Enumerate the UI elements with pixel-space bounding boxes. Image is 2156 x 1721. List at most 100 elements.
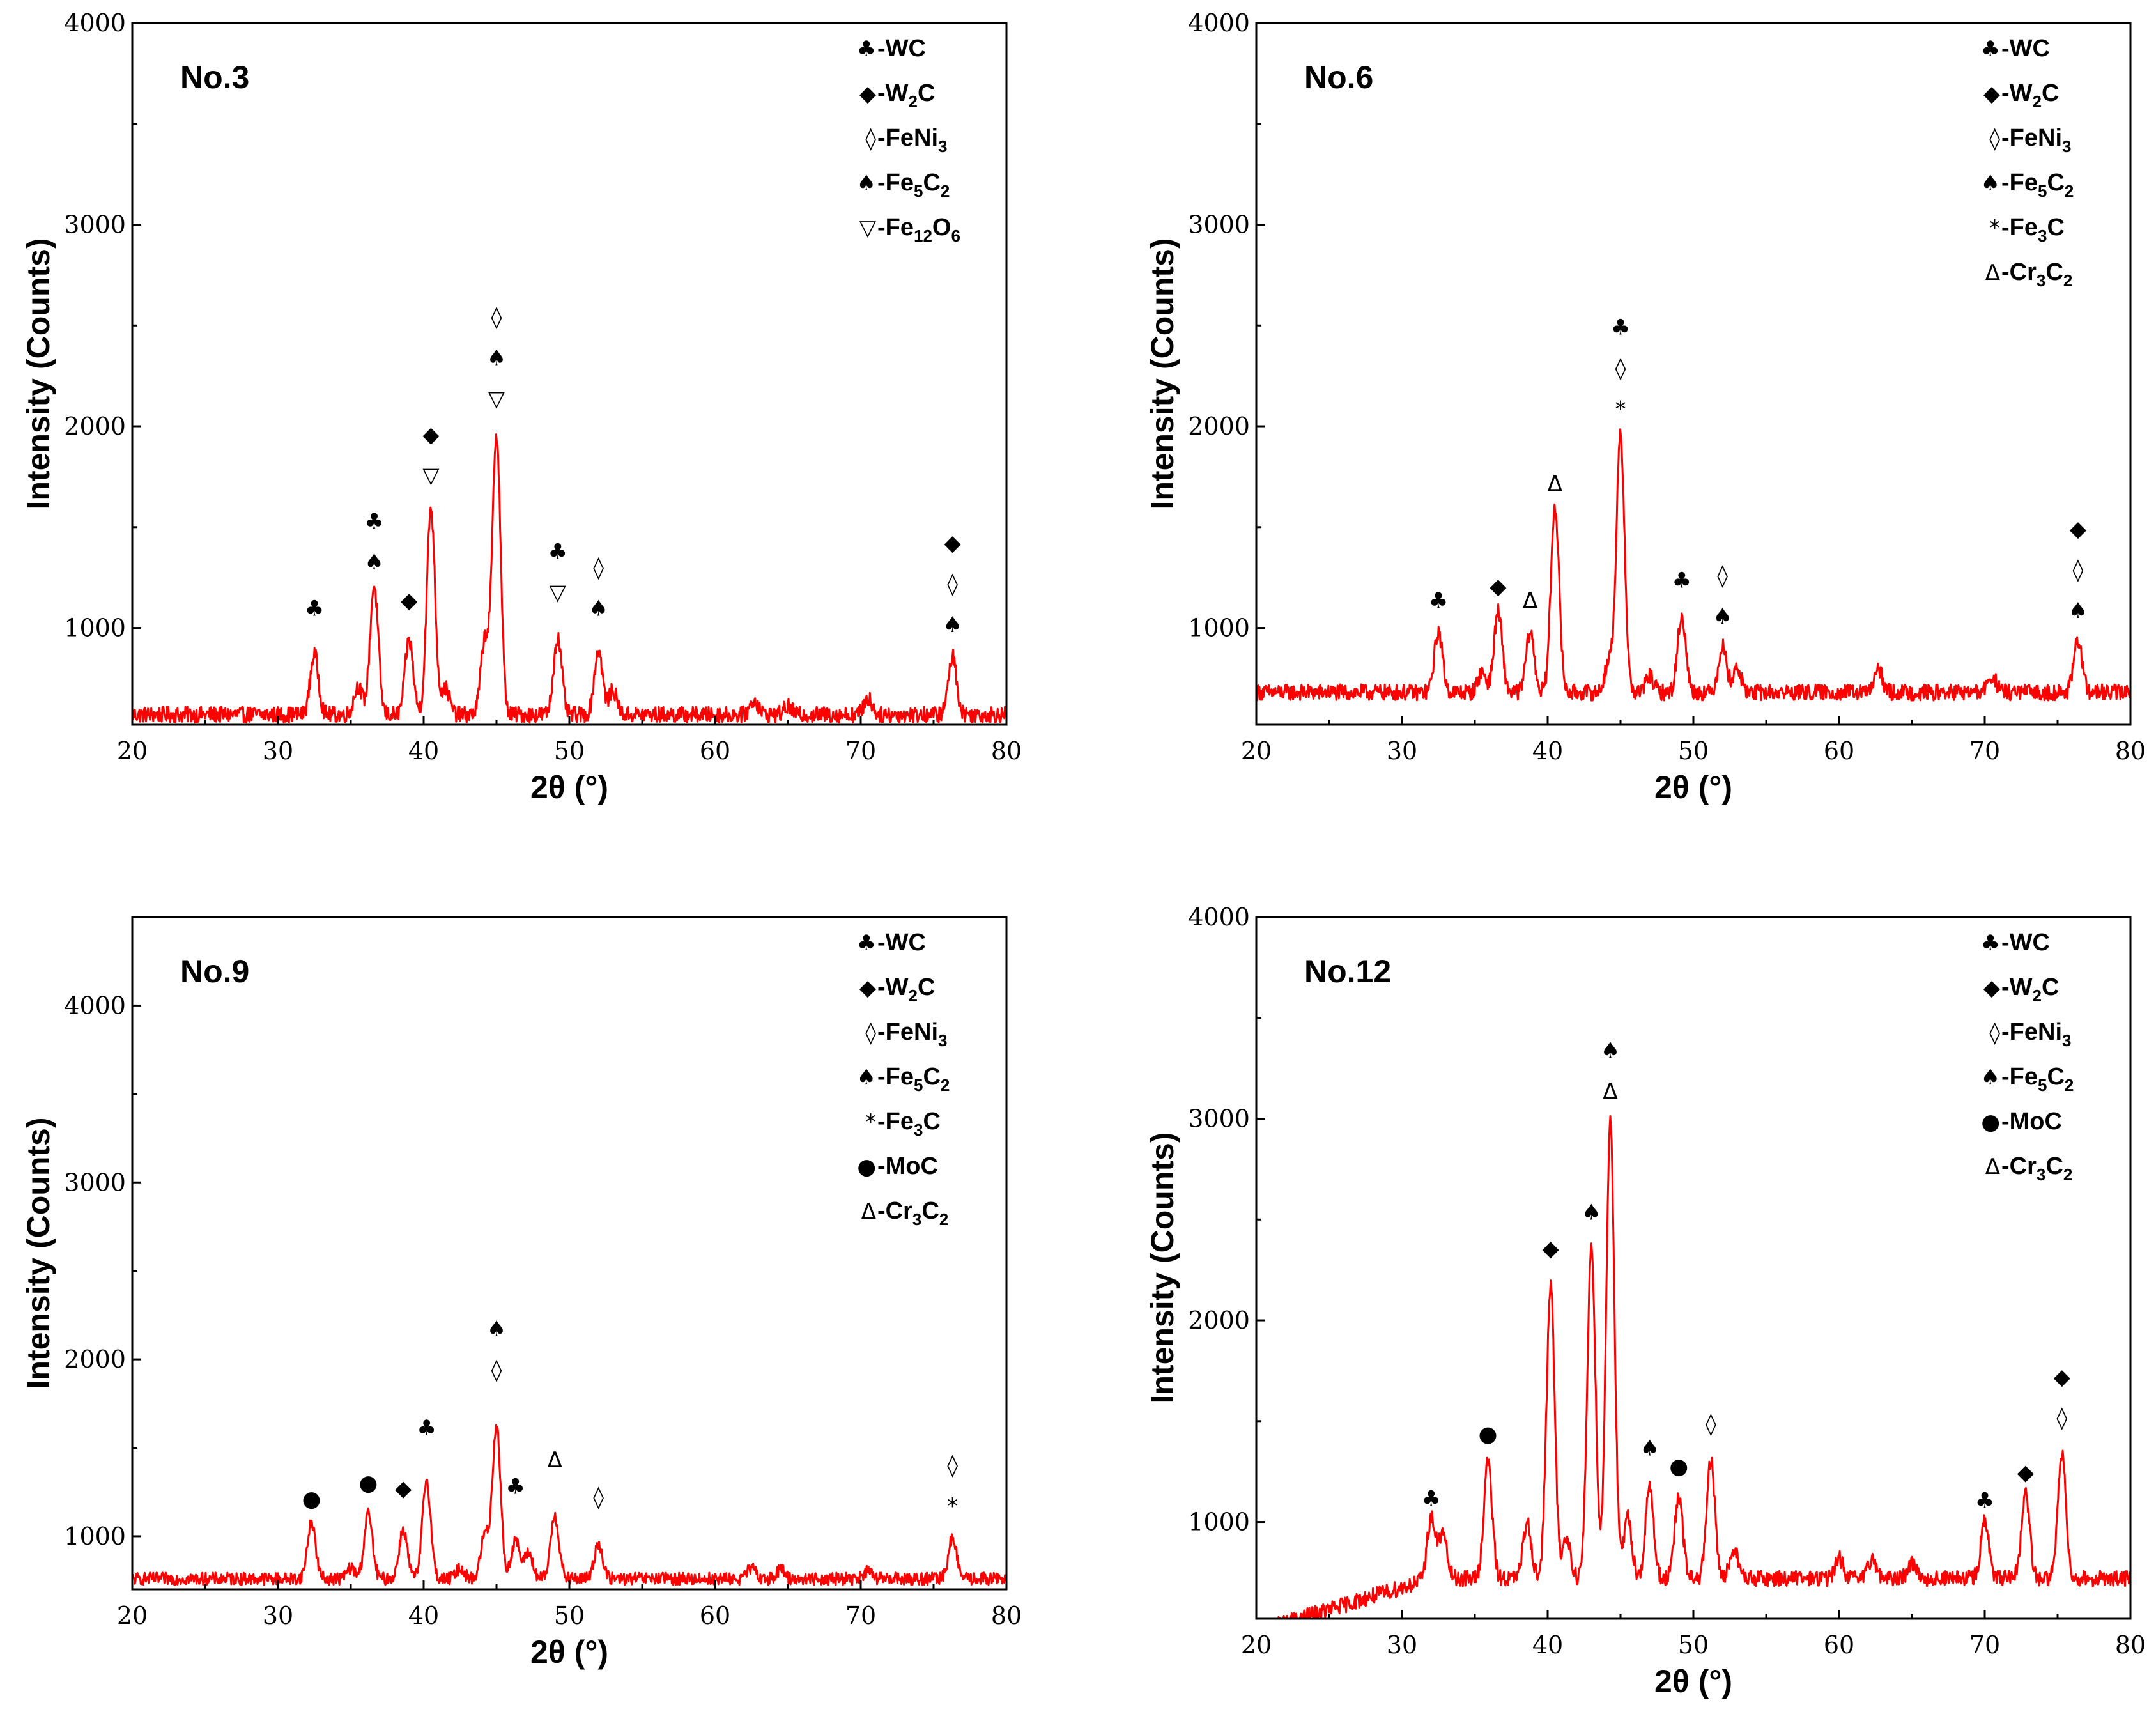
legend-label: -Fe5​C2​: [877, 1063, 950, 1095]
peak-marker-icon: Δ: [1548, 471, 1562, 497]
legend-entry: ◆-W2​C: [1983, 974, 2060, 1005]
legend-symbol-icon: *: [865, 1109, 876, 1135]
peak-marker-icon: ◆: [1542, 1236, 1559, 1262]
peak-annotation: ◊: [1706, 1412, 1716, 1437]
legend-subscript: 3: [2062, 1031, 2071, 1050]
series-line: [1256, 428, 2130, 702]
chart-panel-1: 20 30 40 50 60 70 80 1000 2000 3000 4000 2θ (°) Inte…: [20, 9, 1022, 805]
y-tick-label: 4000: [1188, 9, 1250, 37]
legend-subscript: 6: [951, 226, 960, 245]
legend-text-part: -FeNi: [877, 125, 938, 151]
legend-text-part: -Fe: [877, 169, 914, 196]
peak-marker-icon: ◊: [1717, 563, 1728, 589]
legend-text-part: C: [2045, 259, 2063, 286]
legend-entry: ♠-Fe5​C2​: [857, 169, 950, 201]
peak-marker-icon: ◆: [395, 1476, 412, 1501]
x-tick-label: 40: [408, 1601, 439, 1630]
x-tick-label: 50: [1678, 737, 1709, 765]
legend-subscript: 2: [909, 92, 918, 111]
legend-subscript: 3: [912, 1210, 921, 1229]
x-tick-label: 60: [700, 1601, 730, 1630]
legend-text-part: -Fe: [877, 214, 914, 241]
legend-subscript: 2: [2063, 271, 2072, 290]
legend-symbol-icon: ♣: [1981, 930, 2000, 956]
y-tick-label: 2000: [1188, 412, 1250, 440]
y-axis-label: Intensity (Counts): [1144, 238, 1180, 510]
chart-panel-4: 20 30 40 50 60 70 80 1000 2000 3000 4000 2θ (°) Inte…: [1144, 903, 2146, 1699]
series-line: [132, 433, 1006, 724]
peak-marker-icon: ◆: [944, 530, 962, 556]
peak-annotation: ♣: [1421, 1486, 1440, 1511]
peak-marker-icon: ♠: [943, 612, 962, 638]
x-tick-label: 60: [1824, 737, 1854, 765]
x-axis-label: 2θ (°): [530, 769, 608, 805]
peak-marker-icon: ◆: [401, 588, 418, 614]
peak-annotation: ●: [302, 1486, 321, 1512]
legend-text-part: -Cr: [877, 1198, 912, 1224]
y-tick-label: 1000: [64, 1522, 126, 1550]
x-tick-label: 70: [1969, 737, 2000, 765]
peak-annotation: ◊: [593, 1485, 604, 1510]
legend-entry: ♣ -WC: [1981, 929, 2050, 956]
peak-marker-icon: ●: [1669, 1454, 1688, 1479]
legend-symbol-icon: ♠: [1981, 171, 2000, 196]
legend-entry: Δ-Cr3​C2​: [1985, 259, 2073, 290]
x-tick-label: 80: [991, 737, 1022, 765]
legend-symbol-icon: ♠: [857, 171, 876, 196]
x-tick-label: 40: [1532, 1631, 1563, 1659]
legend-text-part: C: [923, 169, 940, 196]
y-axis-label: Intensity (Counts): [1144, 1132, 1180, 1404]
legend-entry: ♣ -WC: [1981, 35, 2050, 62]
peak-annotation: ◆: [2017, 1460, 2035, 1485]
x-tick-label: 50: [554, 1601, 585, 1630]
legend-entry: ● -MoC: [1981, 1108, 2062, 1135]
legend-subscript: 5: [2038, 181, 2047, 201]
legend-subscript: 2: [2033, 92, 2042, 111]
legend-symbol-icon: ◊: [865, 1020, 876, 1046]
legend-label: -W2​C: [2001, 974, 2059, 1005]
legend-entry: ▽-Fe12​O6​: [859, 214, 960, 245]
legend-symbol-icon: ◊: [1989, 126, 2000, 151]
legend-label: -WC: [877, 35, 926, 62]
peak-marker-icon: Δ: [548, 1447, 562, 1473]
legend-entry: ◆-W2​C: [1983, 80, 2060, 111]
y-tick-label: 2000: [64, 412, 126, 440]
y-tick-label: 4000: [64, 991, 126, 1019]
x-tick-label: 20: [117, 1601, 148, 1630]
legend-label: -WC: [877, 929, 926, 956]
peak-annotation: ♣: [417, 1416, 436, 1441]
peak-annotation: ♠ ◊ ◆: [943, 530, 962, 638]
peak-annotation: ◆: [401, 588, 418, 614]
y-tick-label: 2000: [1188, 1306, 1250, 1334]
y-tick-label: 3000: [1188, 1105, 1250, 1133]
legend-text-part: -Fe: [2001, 1063, 2038, 1090]
legend-entry: ● -MoC: [857, 1153, 938, 1180]
y-tick-label: 3000: [64, 211, 126, 239]
x-tick-label: 20: [117, 737, 148, 765]
y-tick-label: 1000: [64, 614, 126, 642]
legend-label: -Fe3​C: [2001, 214, 2065, 245]
peak-annotation: ◆: [1542, 1236, 1559, 1262]
legend-label: -Cr3​C2​: [877, 1198, 948, 1229]
peak-annotation: ▽ ♠ ◊: [487, 304, 506, 412]
legend-text-part: -Cr: [2001, 259, 2037, 286]
legend-label: -FeNi3​: [877, 1019, 947, 1050]
y-tick-label: 2000: [64, 1345, 126, 1373]
peak-marker-icon: *: [1615, 396, 1626, 422]
legend-entry: *-Fe3​C: [865, 1108, 941, 1139]
legend-entry: ♠-Fe5​C2​: [1981, 169, 2074, 201]
peak-marker-icon: ◊: [2056, 1405, 2067, 1431]
legend-symbol-icon: ●: [857, 1154, 876, 1180]
legend-text-part: C: [923, 1108, 940, 1135]
legend-subscript: 2: [2065, 181, 2074, 201]
peak-marker-icon: ♠: [2068, 598, 2088, 624]
legend-text-part: -WC: [877, 929, 926, 956]
peak-annotation: Δ♠: [1601, 1038, 1620, 1104]
legend-label: -W2​C: [877, 974, 935, 1005]
peak-marker-icon: ●: [1479, 1421, 1498, 1447]
peak-marker-icon: ♠: [1601, 1038, 1620, 1063]
legend-entry: ♠-Fe5​C2​: [857, 1063, 950, 1095]
legend-entry: ◊-FeNi3​: [1989, 125, 2071, 156]
peak-annotation: ◆: [1490, 574, 1507, 599]
